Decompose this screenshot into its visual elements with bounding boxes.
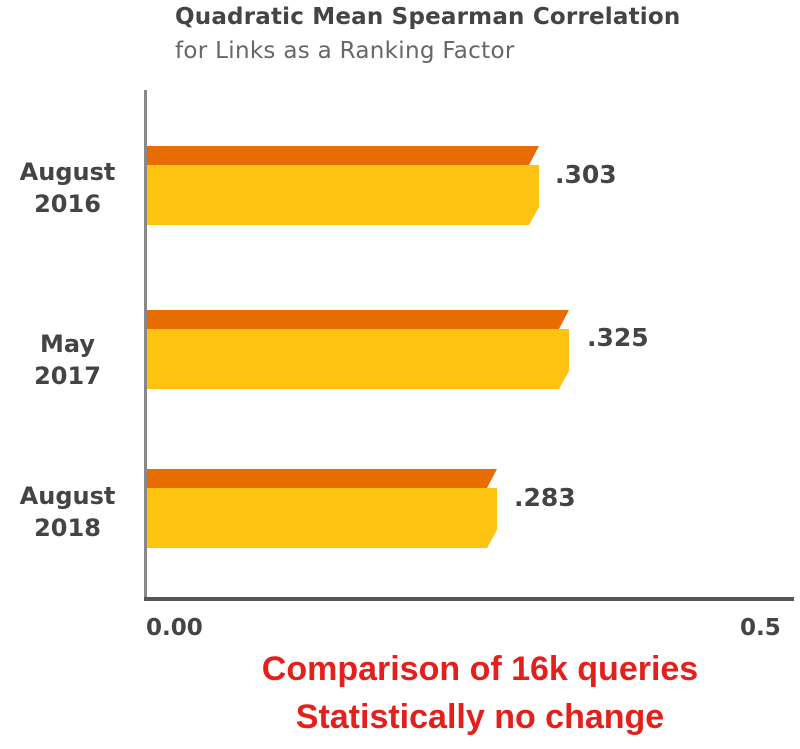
y-axis-line [144, 90, 147, 600]
annotation-line-1: Comparison of 16k queries [261, 650, 699, 688]
bar-august-2016 [147, 146, 539, 225]
bar-top-face [147, 310, 569, 329]
chart-title: Quadratic Mean Spearman Correlation [175, 4, 681, 30]
category-label-august-2016: August 2016 [0, 156, 135, 220]
category-label-august-2018: August 2018 [0, 480, 135, 544]
category-label-line: 2018 [34, 514, 101, 542]
category-label-line: August [19, 482, 116, 510]
annotation-line-2: Statistically no change [295, 698, 665, 736]
bar-top-face [147, 146, 539, 165]
bar-front-face [147, 165, 539, 225]
bar-may-2017 [147, 310, 569, 389]
bar-august-2018 [147, 469, 497, 548]
value-label-august-2016: .303 [555, 160, 617, 189]
category-label-line: August [19, 158, 116, 186]
category-label-line: 2016 [34, 190, 101, 218]
bar-front-face [147, 488, 497, 548]
category-label-line: 2017 [34, 362, 101, 390]
category-label-line: May [40, 330, 95, 358]
x-axis-line [144, 597, 794, 601]
bar-top-face [147, 469, 497, 488]
value-label-may-2017: .325 [587, 323, 649, 352]
value-label-august-2018: .283 [514, 483, 576, 512]
category-label-may-2017: May 2017 [0, 328, 135, 392]
chart-subtitle: for Links as a Ranking Factor [175, 38, 515, 64]
bar-front-face [147, 329, 569, 389]
x-tick-max: 0.5 [740, 615, 781, 641]
x-tick-min: 0.00 [146, 615, 203, 641]
